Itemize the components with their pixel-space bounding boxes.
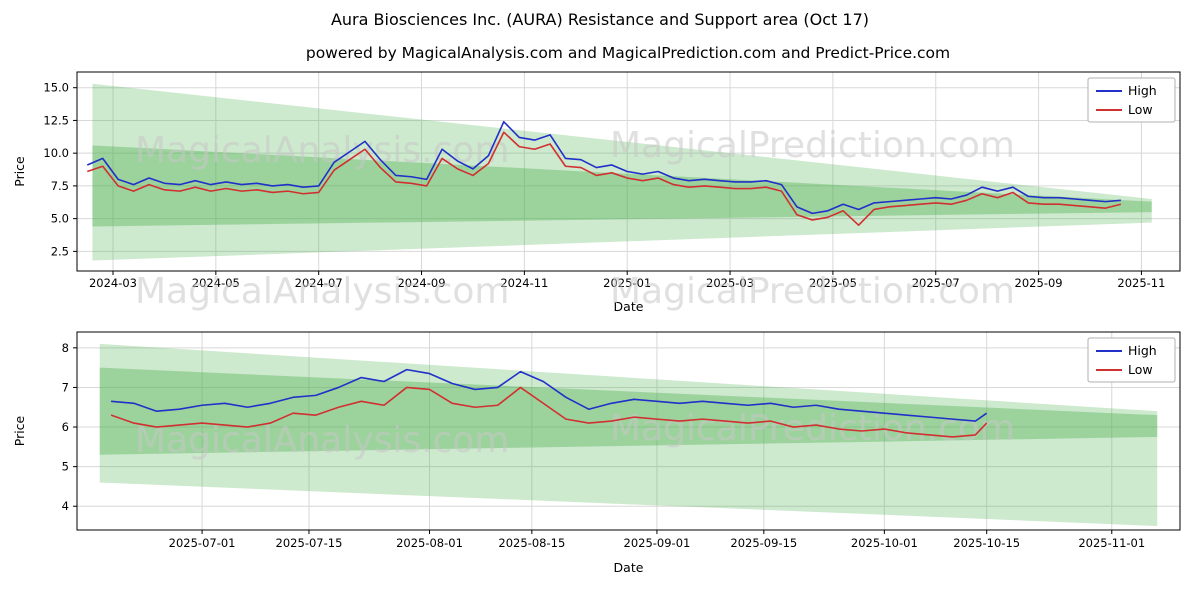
legend-label-low: Low bbox=[1128, 102, 1153, 117]
y-tick-label: 6 bbox=[62, 420, 69, 434]
watermark-text: MagicalPrediction.com bbox=[610, 408, 1015, 449]
legend: High Low bbox=[1087, 337, 1176, 383]
x-tick-label: 2025-09-15 bbox=[730, 536, 797, 550]
plot-border bbox=[76, 71, 1181, 272]
watermark-text: MagicalPrediction.com bbox=[610, 125, 1015, 166]
x-tick-label: 2025-03 bbox=[706, 276, 754, 290]
watermark-text: MagicalAnalysis.com bbox=[135, 130, 509, 171]
y-tick-label: 15.0 bbox=[43, 81, 69, 95]
x-tick-label: 2024-11 bbox=[500, 276, 548, 290]
legend-label-low: Low bbox=[1128, 362, 1153, 377]
resistance-support-inner-band bbox=[92, 145, 1152, 227]
x-axis-label: Date bbox=[614, 560, 644, 575]
watermark-text: MagicalAnalysis.com bbox=[135, 420, 509, 461]
watermark-text: MagicalAnalysis.com bbox=[135, 271, 509, 312]
y-tick-label: 5.0 bbox=[51, 212, 69, 226]
y-tick-label: 12.5 bbox=[43, 113, 69, 127]
resistance-support-outer-band bbox=[92, 83, 1152, 261]
y-tick-label: 7 bbox=[62, 380, 69, 394]
watermark-text: MagicalPrediction.com bbox=[610, 271, 1015, 312]
figure-subtitle: powered by MagicalAnalysis.com and Magic… bbox=[305, 44, 951, 62]
x-tick-label: 2024-09 bbox=[397, 276, 445, 290]
y-tick-label: 5 bbox=[62, 460, 69, 474]
x-tick-label: 2025-07 bbox=[912, 276, 960, 290]
y-tick-label: 7.5 bbox=[51, 179, 69, 193]
x-tick-label: 2025-05 bbox=[809, 276, 857, 290]
x-tick-label: 2024-07 bbox=[295, 276, 343, 290]
x-tick-label: 2025-09 bbox=[1015, 276, 1063, 290]
x-tick-label: 2024-05 bbox=[192, 276, 240, 290]
subplot-2: MagicalAnalysis.com MagicalPrediction.com… bbox=[12, 331, 1181, 575]
subplot-1: MagicalAnalysis.com MagicalPrediction.com… bbox=[12, 71, 1181, 314]
x-tick-label: 2025-07-01 bbox=[169, 536, 236, 550]
series-line-low bbox=[110, 386, 988, 438]
x-tick-label: 2025-10-15 bbox=[953, 536, 1020, 550]
resistance-support-inner-band bbox=[99, 367, 1158, 455]
y-tick-label: 2.5 bbox=[51, 244, 69, 258]
x-axis-label: Date bbox=[614, 299, 644, 314]
x-tick-label: 2024-03 bbox=[89, 276, 137, 290]
series-line-high bbox=[111, 368, 988, 422]
resistance-support-outer-band bbox=[99, 343, 1158, 527]
figure-title: Aura Biosciences Inc. (AURA) Resistance … bbox=[330, 10, 870, 29]
x-tick-label: 2025-07-15 bbox=[276, 536, 343, 550]
x-tick-label: 2025-10-01 bbox=[851, 536, 918, 550]
series-line-high bbox=[86, 120, 1121, 215]
series-line-low bbox=[87, 131, 1122, 226]
y-axis-label: Price bbox=[12, 415, 27, 446]
legend: High Low bbox=[1087, 77, 1176, 123]
legend-label-high: High bbox=[1128, 83, 1157, 98]
x-tick-label: 2025-08-01 bbox=[396, 536, 463, 550]
y-tick-label: 4 bbox=[62, 499, 69, 513]
y-tick-label: 8 bbox=[62, 341, 69, 355]
x-tick-label: 2025-11 bbox=[1117, 276, 1165, 290]
x-tick-label: 2025-08-15 bbox=[498, 536, 565, 550]
x-tick-label: 2025-11-01 bbox=[1078, 536, 1145, 550]
legend-label-high: High bbox=[1128, 343, 1157, 358]
y-tick-label: 10.0 bbox=[43, 146, 69, 160]
x-tick-label: 2025-01 bbox=[603, 276, 651, 290]
x-tick-label: 2025-09-01 bbox=[624, 536, 691, 550]
plot-border bbox=[76, 331, 1181, 531]
y-axis-label: Price bbox=[12, 156, 27, 187]
